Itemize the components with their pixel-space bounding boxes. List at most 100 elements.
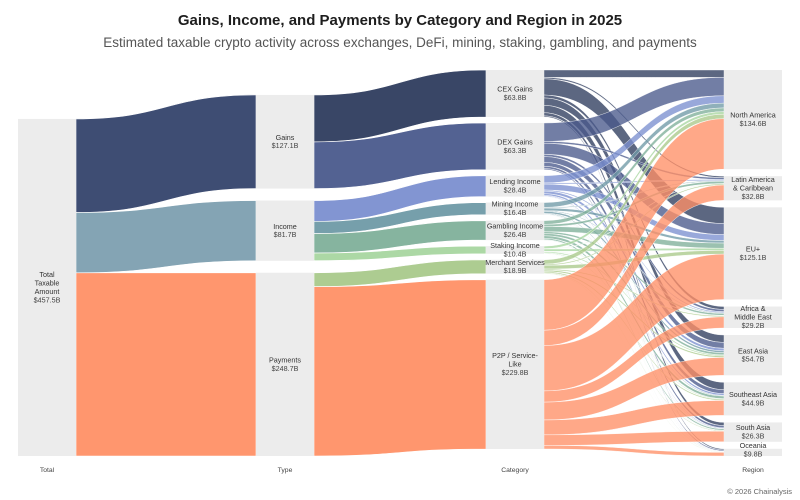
link-cex-to-na — [543, 69, 725, 78]
node-name-income: Income — [273, 222, 297, 231]
node-label-merchant: Merchant Services$18.9B — [485, 258, 545, 275]
node-staking — [486, 246, 544, 254]
node-value-na: $134.6B — [740, 119, 767, 128]
node-value-merchant: $18.9B — [504, 266, 527, 275]
node-name-na: North America — [730, 111, 776, 120]
link-payments-to-merchant — [313, 259, 487, 287]
node-eastasia — [724, 335, 782, 376]
node-value-lending: $28.4B — [504, 186, 527, 195]
link-payments-to-p2p — [313, 279, 487, 457]
node-value-income: $81.7B — [274, 230, 297, 239]
node-value-dex: $63.3B — [504, 146, 527, 155]
node-africa — [724, 306, 782, 329]
node-name-total: Total — [39, 270, 55, 279]
node-name-africa: Africa & — [740, 304, 765, 313]
node-name-lending: Lending Income — [489, 177, 540, 186]
link-p2p-to-southasia — [543, 431, 725, 446]
node-name-latam: Latin America — [731, 175, 775, 184]
node-value-africa: $29.2B — [742, 321, 765, 330]
node-southasia — [724, 422, 782, 442]
node-total — [18, 118, 76, 456]
column-label-total: Total — [40, 467, 55, 474]
node-gambling — [486, 220, 544, 241]
node-value-latam: $32.8B — [742, 192, 765, 201]
node-name-total: Taxable — [35, 279, 60, 288]
node-p2p — [486, 279, 544, 449]
node-cex — [486, 70, 544, 118]
node-name-cex: CEX Gains — [497, 85, 533, 94]
node-lending — [486, 175, 544, 197]
link-p2p-to-na — [543, 118, 725, 331]
node-label-na: North America$134.6B — [730, 111, 776, 128]
node-value-staking: $10.4B — [504, 249, 527, 258]
node-label-gains: Gains$127.1B — [272, 133, 299, 150]
node-value-p2p: $229.8B — [502, 368, 529, 377]
node-label-mining: Mining Income$16.4B — [492, 200, 539, 217]
node-value-southasia: $26.3B — [742, 432, 765, 441]
node-name-latam: & Caribbean — [733, 184, 773, 193]
node-label-latam: Latin America& Caribbean$32.8B — [731, 175, 775, 201]
node-name-dex: DEX Gains — [497, 137, 533, 146]
link-p2p-to-latam — [543, 184, 725, 346]
nodes-layer — [18, 70, 782, 456]
node-name-eastasia: East Asia — [738, 346, 768, 355]
column-labels: Total Type Category Region — [40, 467, 764, 474]
node-mining — [486, 202, 544, 215]
node-value-gains: $127.1B — [272, 141, 299, 150]
node-label-seasia: Southeast Asia$44.9B — [729, 390, 777, 407]
node-value-mining: $16.4B — [504, 208, 527, 217]
node-label-lending: Lending Income$28.4B — [489, 177, 540, 194]
node-label-dex: DEX Gains$63.3B — [497, 137, 533, 154]
node-name-merchant: Merchant Services — [485, 258, 545, 267]
node-latam — [724, 176, 782, 201]
node-name-eu: EU+ — [746, 245, 760, 254]
node-value-total: $457.5B — [34, 295, 61, 304]
node-name-p2p: P2P / Service- — [492, 351, 538, 360]
link-gains-to-dex — [313, 122, 487, 189]
link-p2p-to-oceania — [543, 445, 725, 457]
node-value-eu: $125.1B — [740, 253, 767, 262]
node-payments — [256, 272, 314, 456]
node-label-southasia: South Asia$26.3B — [736, 423, 770, 440]
node-name-total: Amount — [35, 287, 60, 296]
node-name-oceania: Oceania — [740, 441, 767, 450]
node-oceania — [724, 448, 782, 456]
node-na — [724, 70, 782, 170]
node-name-mining: Mining Income — [492, 200, 539, 209]
node-income — [256, 200, 314, 261]
column-label-region: Region — [742, 467, 764, 474]
node-label-eastasia: East Asia$54.7B — [738, 346, 768, 363]
node-name-gains: Gains — [276, 133, 295, 142]
node-name-africa: Middle East — [734, 313, 772, 322]
links-layer — [75, 69, 725, 457]
node-value-cex: $63.8B — [504, 93, 527, 102]
column-label-category: Category — [501, 467, 529, 474]
node-value-gambling: $26.4B — [504, 230, 527, 239]
link-total-to-payments — [75, 272, 257, 457]
node-name-seasia: Southeast Asia — [729, 390, 777, 399]
credit-text: © 2026 Chainalysis — [727, 487, 792, 496]
node-label-gambling: Gambling Income$26.4B — [487, 221, 543, 238]
link-total-to-gains — [75, 94, 257, 213]
node-seasia — [724, 382, 782, 416]
node-value-oceania: $9.8B — [744, 449, 763, 458]
node-name-p2p: Like — [508, 360, 521, 369]
node-dex — [486, 123, 544, 170]
node-name-southasia: South Asia — [736, 423, 770, 432]
node-label-africa: Africa &Middle East$29.2B — [734, 304, 772, 330]
node-gains — [256, 94, 314, 189]
node-merchant — [486, 259, 544, 274]
node-label-cex: CEX Gains$63.8B — [497, 85, 533, 102]
node-value-seasia: $44.9B — [742, 398, 765, 407]
node-eu — [724, 207, 782, 300]
node-value-eastasia: $54.7B — [742, 355, 765, 364]
node-label-income: Income$81.7B — [273, 222, 297, 239]
link-p2p-to-africa — [543, 316, 725, 403]
link-total-to-income — [75, 200, 257, 274]
node-label-oceania: Oceania$9.8B — [740, 441, 767, 458]
chart-subtitle: Estimated taxable crypto activity across… — [103, 35, 697, 50]
node-name-gambling: Gambling Income — [487, 221, 543, 230]
